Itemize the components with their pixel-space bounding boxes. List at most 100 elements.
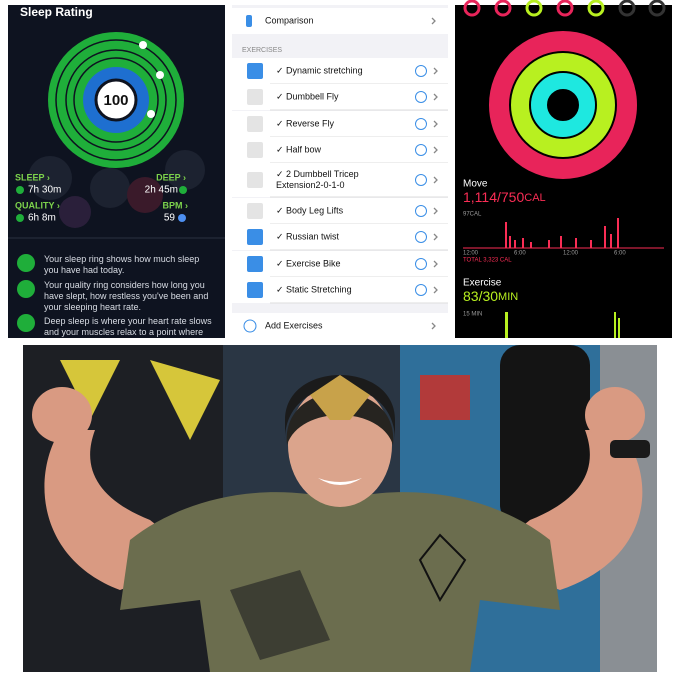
move-number: 1,114/750 <box>463 189 524 205</box>
sleep-score: 100 <box>103 92 128 109</box>
mini-rings <box>463 0 666 17</box>
score-badge <box>94 78 138 122</box>
chevron <box>431 17 436 25</box>
photo <box>23 345 657 672</box>
ring-divider <box>55 39 177 161</box>
exercise-icon <box>247 203 263 219</box>
ring-divider <box>73 57 159 143</box>
chart-max: 15 MIN <box>463 312 482 318</box>
move-label: Move <box>463 179 488 190</box>
exercise-icon <box>247 256 263 272</box>
exercise-name: ✓ Dumbbell Fly <box>276 91 339 101</box>
ring-icon <box>139 41 147 49</box>
exercise-bars <box>505 312 620 338</box>
exercise-ring <box>511 53 615 157</box>
exercise-icon <box>247 142 263 158</box>
row-text: Comparison <box>265 15 314 25</box>
exercise-icon <box>247 89 263 105</box>
info-icon <box>415 65 427 77</box>
section-header: EXERCISES <box>242 47 282 54</box>
exercise-name: ✓ Exercise Bike <box>276 258 341 268</box>
move-value: 1,114/750CAL <box>463 189 546 205</box>
stat-icon <box>16 214 24 222</box>
stat-label: QUALITY › <box>15 200 60 210</box>
add-icon <box>243 319 257 333</box>
comparison-row[interactable] <box>232 8 448 34</box>
info-icon <box>415 231 427 243</box>
chart-max: 97CAL <box>463 212 482 218</box>
exercise-unit: MIN <box>498 291 518 303</box>
exercise-name: ✓ Dynamic stretching <box>276 65 363 75</box>
note-icon <box>17 280 35 298</box>
info-icon <box>415 284 427 296</box>
exercise-row[interactable] <box>232 198 448 224</box>
exercise-icon <box>247 282 263 298</box>
panel-title: Sleep Rating <box>20 5 93 19</box>
stat-label: DEEP › <box>156 172 186 182</box>
time-label: 6:00 <box>614 251 626 257</box>
exercise-name: ✓ Russian twist <box>276 231 340 241</box>
exercise-row[interactable] <box>232 137 448 163</box>
exercise-row[interactable] <box>232 84 448 110</box>
note: Your sleep ring shows how much sleep you… <box>44 254 200 275</box>
exercise-row[interactable] <box>232 251 448 277</box>
chevron <box>433 67 438 75</box>
info-icon <box>415 258 427 270</box>
stat-value: 59 <box>164 213 176 224</box>
stat-label: SLEEP › <box>15 172 50 182</box>
chevron <box>433 233 438 241</box>
stat-label: BPM › <box>163 200 189 210</box>
add-text: Add Exercises <box>265 320 323 330</box>
add-row[interactable] <box>232 313 448 338</box>
note: Your quality ring considers how long you… <box>44 280 209 312</box>
exercise-icon <box>247 172 263 188</box>
move-unit: CAL <box>524 192 545 204</box>
info-icon <box>415 91 427 103</box>
chevron <box>433 120 438 128</box>
chevron <box>433 93 438 101</box>
exercise-row[interactable] <box>232 111 448 137</box>
exercise-row[interactable] <box>232 163 448 197</box>
exercise-row[interactable] <box>232 58 448 84</box>
exercise-icon <box>247 116 263 132</box>
note-icon <box>17 314 35 332</box>
stat-value: 2h 45m <box>145 185 178 196</box>
info-icon <box>415 205 427 217</box>
row-icon <box>246 15 252 27</box>
note-icon <box>17 254 35 272</box>
move-ring <box>489 31 637 179</box>
exercise-name: ✓ Static Stretching <box>276 284 352 294</box>
exercise-name: ✓ Reverse Fly <box>276 118 335 128</box>
ring-icon <box>156 71 164 79</box>
info-icon <box>415 174 427 186</box>
time-label: 12:00 <box>463 251 479 257</box>
stat-icon <box>178 214 186 222</box>
info-icon <box>415 118 427 130</box>
exercise-row[interactable] <box>232 224 448 250</box>
exercise-name: ✓ 2 Dumbbell Tricep Extension2-0-1-0 <box>276 169 359 190</box>
chevron <box>433 286 438 294</box>
chevron <box>433 260 438 268</box>
stat-value: 7h 30m <box>28 185 61 196</box>
exercise-icon <box>247 229 263 245</box>
chevron <box>433 207 438 215</box>
stat-value: 6h 8m <box>28 213 56 224</box>
exercise-row[interactable] <box>232 277 448 303</box>
ring-divider <box>65 49 167 151</box>
exercise-label: Exercise <box>463 278 502 289</box>
gear-decoration <box>28 150 205 228</box>
exercise-name: ✓ Half bow <box>276 144 322 154</box>
move-total: TOTAL 3,323 CAL <box>463 258 512 264</box>
info-icon <box>415 144 427 156</box>
time-label: 12:00 <box>563 251 579 257</box>
chevron <box>433 176 438 184</box>
chevron <box>433 146 438 154</box>
ring-icon <box>147 110 155 118</box>
stat-icon <box>179 186 187 194</box>
exercise-value: 83/30MIN <box>463 288 518 304</box>
move-bars <box>505 218 619 248</box>
exercise-number: 83/30 <box>463 288 498 304</box>
exercise-icon <box>247 63 263 79</box>
